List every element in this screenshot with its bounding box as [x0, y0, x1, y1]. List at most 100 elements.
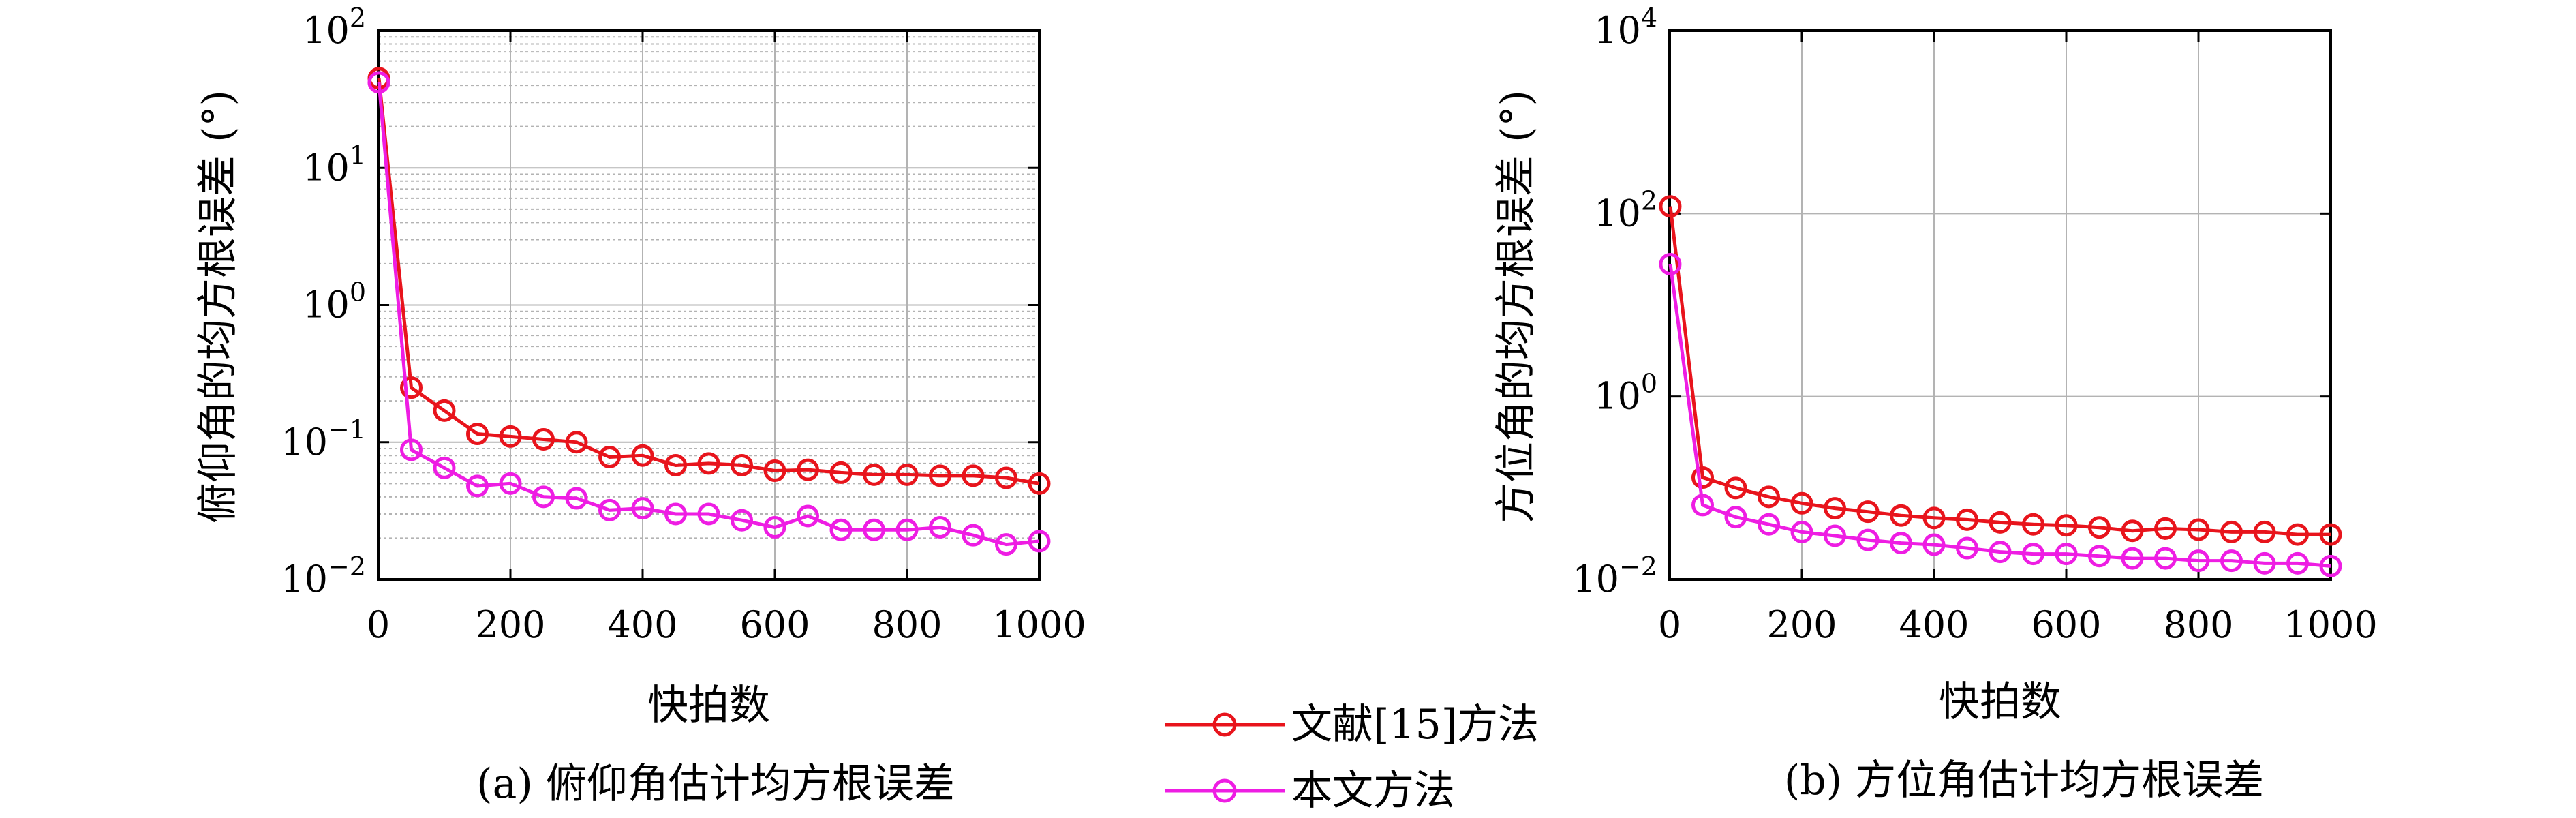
y-tick-label: 100	[303, 277, 366, 327]
data-point-ref15	[1758, 485, 1780, 509]
data-point-proposed	[1659, 253, 1682, 276]
data-point-proposed	[1790, 520, 1813, 543]
legend-marker-ref15	[1212, 712, 1237, 737]
data-point-ref15	[2286, 523, 2309, 546]
x-tick-label: 600	[739, 603, 810, 646]
data-point-proposed	[797, 504, 819, 528]
data-point-ref15	[532, 427, 555, 451]
data-point-proposed	[664, 502, 687, 526]
legend: 文献[15]方法 本文方法	[1165, 701, 1539, 815]
x-axis-label: 快拍数	[1939, 678, 2061, 726]
data-point-ref15	[995, 466, 1017, 489]
data-point-proposed	[2022, 543, 2044, 566]
data-point-ref15	[466, 423, 489, 446]
data-point-ref15	[929, 464, 951, 487]
data-point-ref15	[863, 463, 885, 486]
data-point-ref15	[631, 444, 654, 467]
data-point-proposed	[400, 438, 423, 461]
data-point-ref15	[2220, 520, 2243, 543]
data-point-proposed	[367, 71, 390, 94]
data-point-proposed	[1922, 533, 1946, 556]
data-point-ref15	[962, 464, 985, 487]
x-tick-label: 200	[1766, 603, 1837, 646]
data-point-ref15	[797, 458, 819, 481]
data-point-proposed	[829, 518, 853, 541]
data-point-proposed	[433, 456, 456, 479]
y-tick-label: 10−2	[1572, 551, 1657, 601]
data-point-ref15	[664, 453, 687, 476]
data-point-proposed	[929, 515, 951, 539]
x-axis-label: 快拍数	[647, 682, 770, 729]
data-point-ref15	[499, 425, 522, 448]
data-point-ref15	[1890, 504, 1912, 527]
data-point-ref15	[829, 461, 853, 484]
y-tick-label: 100	[1594, 369, 1657, 418]
legend-label-proposed: 本文方法	[1291, 767, 1455, 815]
data-point-proposed	[631, 497, 654, 520]
data-point-ref15	[1956, 508, 1978, 531]
caption-a: (a) 俯仰角估计均方根误差	[476, 760, 955, 808]
data-point-ref15	[1989, 511, 2012, 534]
legend-item-ref15: 文献[15]方法	[1165, 701, 1539, 748]
x-tick-label: 0	[1658, 603, 1681, 646]
data-point-ref15	[400, 376, 423, 399]
x-tick-label: 1000	[2284, 603, 2377, 646]
data-point-proposed	[499, 472, 522, 495]
data-point-proposed	[2187, 549, 2210, 573]
data-point-proposed	[1856, 528, 1880, 551]
x-tick-label: 600	[2031, 603, 2101, 646]
y-axis-label: 方位角的均方根误差 (°)	[1492, 90, 1540, 524]
data-point-proposed	[1956, 536, 1978, 560]
legend-label-ref15: 文献[15]方法	[1291, 701, 1539, 748]
y-tick-label: 10−2	[281, 551, 366, 601]
data-point-ref15	[2253, 520, 2276, 543]
data-point-ref15	[1028, 472, 1051, 495]
data-point-ref15	[2121, 519, 2144, 543]
data-point-ref15	[1691, 466, 1714, 489]
data-point-proposed	[863, 518, 885, 541]
data-point-proposed	[532, 485, 555, 509]
data-point-proposed	[565, 487, 588, 510]
caption-b: (b) 方位角估计均方根误差	[1784, 757, 2264, 804]
data-point-proposed	[1028, 530, 1051, 553]
data-point-proposed	[1691, 494, 1714, 517]
panel-b: 0 200 400 600 800 1000 10−2 100 102 104 快拍数 方位角的均方根…	[1492, 3, 2378, 726]
data-point-proposed	[1724, 506, 1747, 529]
y-tick-label: 10−1	[281, 414, 366, 464]
axes-frame	[1668, 29, 2332, 581]
data-point-ref15	[2319, 523, 2342, 546]
data-point-proposed	[598, 498, 621, 521]
data-point-proposed	[697, 502, 720, 526]
data-point-proposed	[2220, 549, 2243, 573]
data-point-ref15	[1659, 195, 1682, 218]
data-point-ref15	[2088, 516, 2111, 539]
data-point-proposed	[2055, 543, 2078, 566]
data-point-proposed	[2286, 551, 2309, 575]
x-tick-label: 800	[2163, 603, 2233, 646]
data-point-proposed	[1989, 541, 2012, 564]
y-axis-label: 俯仰角的均方根误差 (°)	[194, 90, 242, 524]
y-tick-label: 104	[1594, 3, 1657, 52]
data-point-proposed	[2154, 547, 2177, 570]
data-point-proposed	[962, 524, 985, 547]
data-point-proposed	[1890, 532, 1912, 555]
data-point-ref15	[1922, 506, 1946, 530]
data-point-proposed	[2121, 547, 2144, 570]
data-point-ref15	[763, 459, 786, 483]
y-tick-label: 101	[303, 140, 366, 189]
data-point-ref15	[2187, 518, 2210, 541]
data-point-ref15	[2154, 517, 2177, 540]
data-point-ref15	[2022, 513, 2044, 536]
x-tick-label: 400	[1899, 603, 1969, 646]
data-point-ref15	[565, 431, 588, 454]
data-point-proposed	[731, 509, 753, 532]
data-point-ref15	[2055, 514, 2078, 537]
data-point-proposed	[2253, 551, 2276, 575]
y-tick-label: 102	[303, 3, 366, 52]
data-point-proposed	[995, 533, 1017, 556]
legend-item-proposed: 本文方法	[1165, 767, 1455, 815]
data-point-ref15	[598, 445, 621, 468]
legend-marker-proposed	[1212, 778, 1237, 803]
panel-a: 0 200 400 600 800 1000 10−2 10−1 100 101 102 快拍数 俯仰角…	[194, 3, 1086, 729]
